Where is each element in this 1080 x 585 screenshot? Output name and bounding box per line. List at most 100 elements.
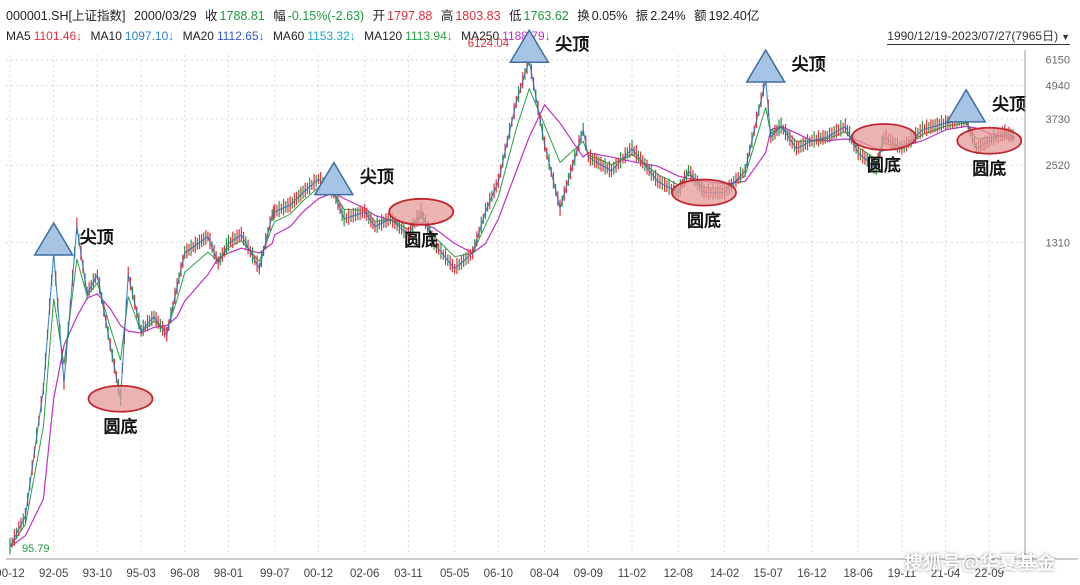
ma5-label: MA5 (6, 29, 31, 43)
x-tick-label: 06-10 (484, 568, 513, 580)
trough-annotation: 圆底 (671, 178, 737, 232)
quote-date: 2000/03/29 (133, 9, 197, 23)
peak-annotation: 尖顶 (945, 88, 1026, 123)
trough-label: 圆底 (972, 159, 1006, 180)
x-tick-label: 05-05 (440, 568, 469, 580)
ma5-value: 1101.46↓ (33, 29, 83, 43)
x-tick-label: 09-09 (574, 568, 603, 580)
trough-label: 圆底 (687, 211, 721, 232)
peak-label: 尖顶 (992, 94, 1026, 115)
trough-annotation: 圆底 (956, 126, 1023, 180)
date-range-selector[interactable]: 1990/12/19-2023/07/27(7965日) ▼ (887, 29, 1070, 45)
trough-ellipse (851, 123, 917, 151)
x-tick-label: 22-09 (975, 568, 1004, 580)
x-axis: 90-12 92-05 93-10 95-03 96-08 98-01 99-07 00-12… (0, 558, 1078, 580)
amount-value: 192.40亿 (708, 9, 760, 23)
x-tick-label: 95-03 (126, 568, 155, 580)
y-tick-label: 3730 (1046, 114, 1070, 126)
peak-label: 尖顶 (555, 34, 589, 55)
ma20-label: MA20 (182, 29, 214, 43)
peak-annotation: 尖顶 (313, 161, 394, 196)
x-tick-label: 92-05 (39, 568, 68, 580)
y-tick-label: 1310 (1046, 238, 1070, 250)
x-tick-label: 00-12 (304, 568, 333, 580)
min-value-label: 95.79 (22, 543, 50, 555)
turnover-label: 换 (577, 9, 590, 23)
x-tick-label: 18-06 (843, 568, 872, 580)
peak-triangle (508, 28, 550, 63)
trough-ellipse (87, 384, 154, 413)
y-tick-label: 6150 (1046, 55, 1070, 67)
change-label: 幅 (273, 9, 286, 23)
peak-annotation: 尖顶 (745, 48, 826, 83)
amplitude-label: 振 (635, 9, 649, 23)
open-value: 1797.88 (387, 9, 433, 23)
x-tick-label: 02-06 (350, 568, 379, 580)
index-code: 000001.SH[上证指数] (6, 9, 126, 23)
close-value: 1788.81 (219, 9, 265, 23)
ma120-value: 1113.94↓ (405, 29, 453, 43)
trough-ellipse (388, 197, 455, 226)
peak-triangle (313, 161, 355, 196)
x-tick-label: 15-07 (754, 568, 783, 580)
peak-triangle (33, 221, 75, 256)
ma-legend: MA5 1101.46↓ MA10 1097.10↓ MA20 1112.65↓ MA… (6, 28, 556, 44)
ma250-label: MA250 (461, 29, 500, 43)
price-line (9, 60, 1016, 548)
turnover-value: 0.05% (591, 9, 628, 23)
peak-annotation: 尖顶 6124.04 (468, 28, 589, 63)
x-tick-label: 21-04 (931, 568, 961, 580)
trough-label: 圆底 (867, 155, 901, 176)
watermark: 搜狐号@华夏基金 (904, 553, 1056, 573)
open-label: 开 (372, 9, 386, 23)
date-range-label: 1990/12/19-2023/07/27(7965日) (887, 29, 1059, 43)
ma10-value: 1097.10↓ (124, 29, 175, 43)
y-axis: 1310 2520 3730 4940 6150 (1024, 50, 1070, 558)
peak-triangle (745, 48, 786, 83)
change-value: -0.15%(-2.63) (287, 9, 365, 23)
x-tick-label: 96-08 (170, 568, 199, 580)
x-tick-label: 16-12 (797, 568, 826, 580)
y-tick-label: 4940 (1046, 81, 1070, 93)
dropdown-icon: ▼ (1061, 32, 1070, 42)
x-tick-label: 08-04 (530, 568, 560, 580)
low-value: 1763.62 (523, 9, 569, 23)
ma120-label: MA120 (364, 29, 403, 43)
amplitude-value: 2.24% (650, 9, 686, 23)
x-tick-label: 98-01 (214, 568, 243, 580)
amount-label: 额 (694, 9, 707, 23)
peak-label: 尖顶 (792, 54, 826, 75)
high-value: 1803.83 (455, 9, 501, 23)
trough-annotation: 圆底 (87, 384, 154, 438)
peak-label: 尖顶 (360, 167, 394, 188)
ma20-value: 1112.65↓ (216, 29, 265, 43)
x-tick-label: 03-11 (394, 568, 423, 580)
y-tick-label: 2520 (1046, 160, 1070, 172)
low-label: 低 (509, 9, 522, 23)
trough-annotation: 圆底 (851, 123, 917, 176)
quote-header: 000001.SH[上证指数] 2000/03/29 收 1788.81 幅 -0.… (6, 8, 764, 24)
trough-ellipse (671, 178, 737, 207)
peak-label: 尖顶 (80, 227, 114, 248)
close-label: 收 (205, 9, 218, 23)
trough-label: 圆底 (404, 230, 438, 251)
x-tick-label: 99-07 (260, 568, 289, 580)
x-tick-label: 14-02 (710, 568, 739, 580)
trough-label: 圆底 (104, 417, 138, 438)
ma60-label: MA60 (272, 29, 305, 43)
x-tick-label: 12-08 (664, 568, 693, 580)
chart-grid (6, 55, 1025, 553)
x-tick-label: 93-10 (83, 568, 112, 580)
peak-triangle (945, 88, 987, 123)
ma60-value: 1153.32↓ (307, 29, 356, 43)
ma10-label: MA10 (90, 29, 122, 43)
trough-ellipse (956, 126, 1023, 155)
trough-annotation: 圆底 (388, 197, 455, 251)
x-tick-label: 90-12 (0, 568, 25, 580)
x-tick-label: 11-02 (618, 568, 647, 580)
high-label: 高 (440, 9, 454, 23)
peak-annotation: 尖顶 (33, 221, 114, 256)
peak-value-label: 6124.04 (468, 38, 510, 50)
